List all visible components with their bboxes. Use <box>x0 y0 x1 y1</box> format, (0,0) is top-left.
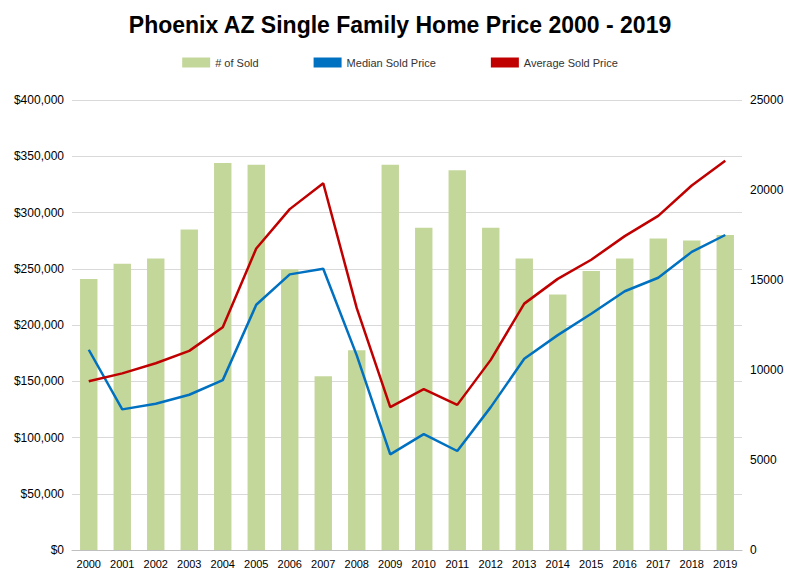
svg-text:2016: 2016 <box>613 558 637 570</box>
svg-text:2014: 2014 <box>546 558 570 570</box>
svg-text:$350,000: $350,000 <box>14 149 64 163</box>
svg-text:10000: 10000 <box>750 363 784 377</box>
svg-text:Median Sold Price: Median Sold Price <box>347 57 436 69</box>
svg-text:2006: 2006 <box>278 558 302 570</box>
svg-text:2009: 2009 <box>378 558 402 570</box>
svg-text:2008: 2008 <box>345 558 369 570</box>
svg-text:2005: 2005 <box>244 558 268 570</box>
svg-text:2002: 2002 <box>144 558 168 570</box>
svg-text:20000: 20000 <box>750 183 784 197</box>
svg-text:# of Sold: # of Sold <box>215 57 258 69</box>
svg-text:$50,000: $50,000 <box>21 487 65 501</box>
svg-text:Phoenix AZ Single Family Home: Phoenix AZ Single Family Home Price 2000… <box>129 12 671 38</box>
svg-text:$250,000: $250,000 <box>14 262 64 276</box>
svg-text:$300,000: $300,000 <box>14 206 64 220</box>
svg-text:$150,000: $150,000 <box>14 374 64 388</box>
svg-text:Average Sold Price: Average Sold Price <box>524 57 618 69</box>
svg-text:25000: 25000 <box>750 93 784 107</box>
svg-text:2017: 2017 <box>646 558 670 570</box>
svg-text:5000: 5000 <box>750 453 777 467</box>
svg-text:2019: 2019 <box>713 558 737 570</box>
svg-text:2003: 2003 <box>177 558 201 570</box>
svg-text:$400,000: $400,000 <box>14 93 64 107</box>
svg-text:2004: 2004 <box>211 558 235 570</box>
svg-text:2007: 2007 <box>311 558 335 570</box>
svg-text:2010: 2010 <box>412 558 436 570</box>
svg-text:15000: 15000 <box>750 273 784 287</box>
svg-text:2018: 2018 <box>680 558 704 570</box>
svg-text:2012: 2012 <box>479 558 503 570</box>
svg-text:$0: $0 <box>51 543 65 557</box>
svg-text:2015: 2015 <box>579 558 603 570</box>
svg-text:2000: 2000 <box>77 558 101 570</box>
svg-text:2011: 2011 <box>445 558 469 570</box>
svg-text:$100,000: $100,000 <box>14 431 64 445</box>
svg-text:2001: 2001 <box>110 558 134 570</box>
svg-text:$200,000: $200,000 <box>14 318 64 332</box>
svg-text:2013: 2013 <box>512 558 536 570</box>
svg-text:0: 0 <box>750 543 757 557</box>
